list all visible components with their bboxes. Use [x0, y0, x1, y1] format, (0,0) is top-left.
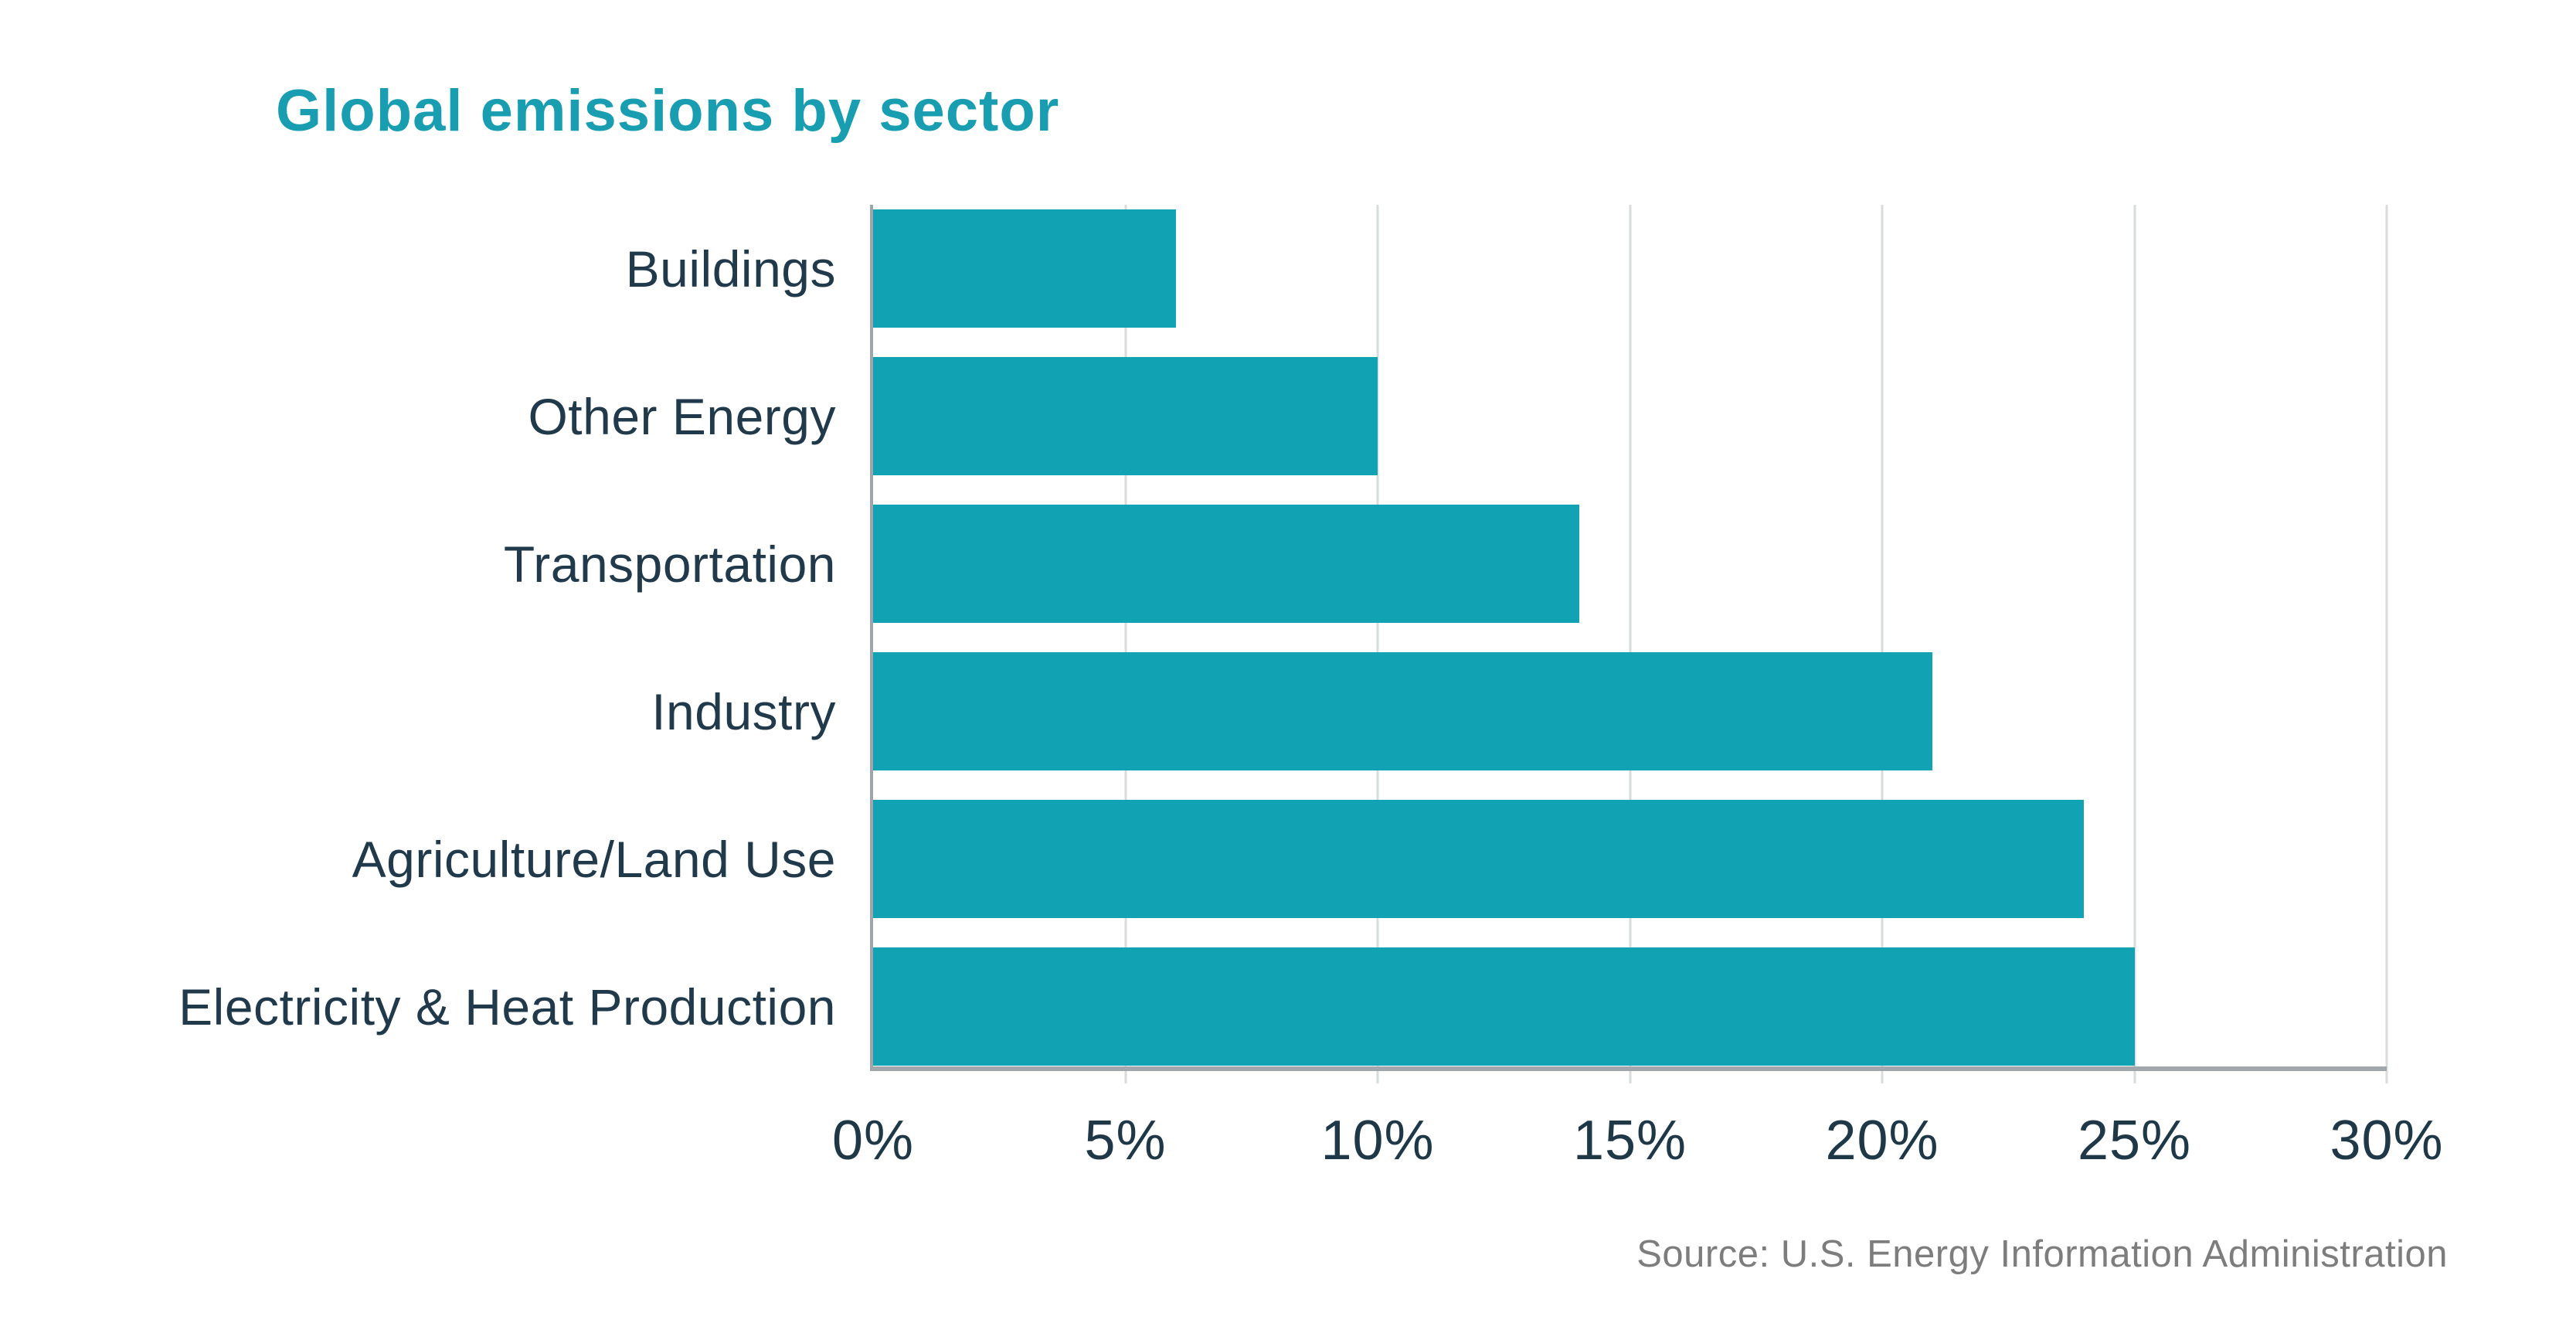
- bar-transportation: [873, 505, 1580, 623]
- bar-other-energy: [873, 357, 1378, 475]
- x-tick-label: 5%: [1084, 1110, 1167, 1172]
- gridline-30%: [2385, 205, 2388, 1083]
- category-label: Agriculture/Land Use: [352, 830, 836, 888]
- plot-area: [870, 205, 2388, 1083]
- bar-industry: [873, 652, 1933, 770]
- chart-title: Global emissions by sector: [276, 78, 1060, 144]
- x-tick-label: 10%: [1320, 1110, 1435, 1172]
- gridline-25%: [2133, 205, 2136, 1083]
- category-label: Industry: [651, 682, 836, 740]
- gridline-15%: [1629, 205, 1631, 1083]
- x-tick-label: 0%: [831, 1110, 915, 1172]
- bar-electricity-heat-production: [873, 947, 2135, 1066]
- x-tick-label: 30%: [2330, 1110, 2444, 1172]
- bar-agriculture-land-use: [873, 800, 2085, 918]
- gridline-5%: [1124, 205, 1127, 1083]
- x-axis-line: [870, 1066, 2387, 1071]
- category-label: Other Energy: [528, 387, 836, 445]
- gridline-20%: [1881, 205, 1884, 1083]
- x-tick-label: 15%: [1572, 1110, 1687, 1172]
- category-label: Transportation: [503, 535, 836, 593]
- category-label: Electricity & Heat Production: [178, 978, 836, 1036]
- gridline-10%: [1376, 205, 1379, 1083]
- y-axis-line: [870, 205, 873, 1066]
- x-tick-label: 25%: [2077, 1110, 2192, 1172]
- source-attribution: Source: U.S. Energy Information Administ…: [1636, 1233, 2448, 1275]
- category-label: Buildings: [625, 240, 836, 298]
- x-tick-label: 20%: [1825, 1110, 1939, 1172]
- bar-buildings: [873, 209, 1176, 328]
